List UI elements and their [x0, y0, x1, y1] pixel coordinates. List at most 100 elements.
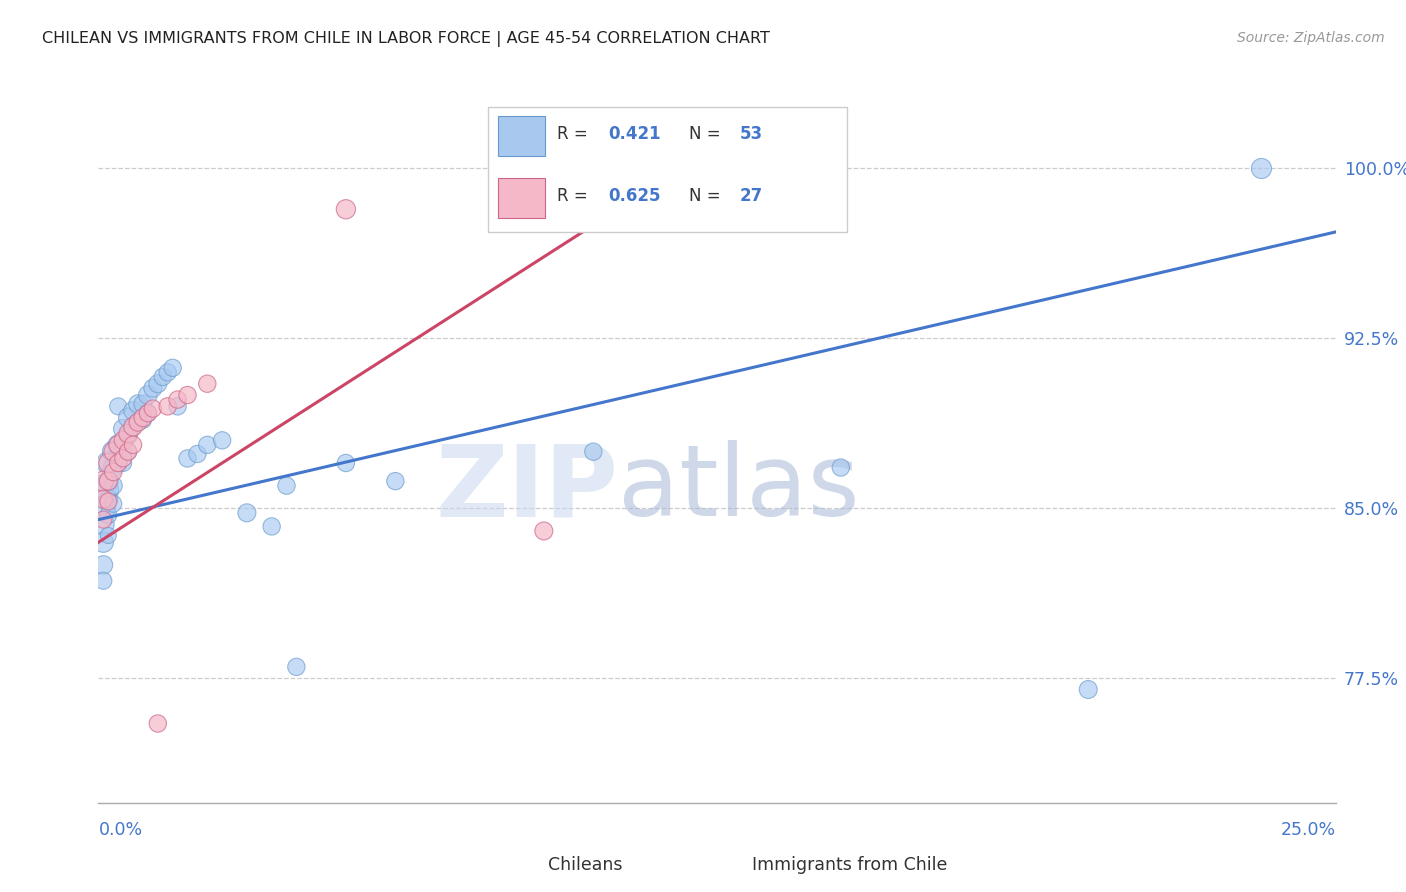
- Point: [142, 401, 165, 416]
- Point: [176, 388, 198, 402]
- Point: [93, 558, 115, 572]
- Point: [136, 406, 159, 420]
- Point: [117, 444, 139, 458]
- Point: [107, 438, 129, 452]
- Point: [97, 474, 120, 488]
- Text: 0.421: 0.421: [609, 125, 661, 143]
- Point: [136, 406, 159, 420]
- Point: [236, 506, 259, 520]
- Text: N =: N =: [689, 125, 725, 143]
- Text: Source: ZipAtlas.com: Source: ZipAtlas.com: [1237, 31, 1385, 45]
- Point: [136, 388, 159, 402]
- Point: [93, 574, 115, 588]
- Point: [335, 456, 357, 470]
- Point: [93, 535, 115, 549]
- Point: [107, 456, 129, 470]
- Point: [97, 492, 120, 507]
- Point: [830, 460, 852, 475]
- Point: [285, 660, 308, 674]
- Point: [132, 410, 155, 425]
- Point: [335, 202, 357, 217]
- Text: 27: 27: [740, 187, 762, 205]
- Text: N =: N =: [689, 187, 725, 205]
- Bar: [498, 116, 546, 155]
- Text: R =: R =: [557, 187, 593, 205]
- Bar: [704, 853, 742, 881]
- Point: [97, 494, 120, 508]
- Point: [103, 444, 125, 458]
- Point: [122, 419, 145, 434]
- Point: [103, 444, 125, 458]
- Point: [112, 440, 135, 454]
- Text: 0.625: 0.625: [609, 187, 661, 205]
- Point: [127, 415, 149, 429]
- Text: Chileans: Chileans: [547, 856, 621, 874]
- Point: [122, 438, 145, 452]
- Point: [93, 501, 115, 516]
- Point: [127, 397, 149, 411]
- Text: 53: 53: [740, 125, 762, 143]
- Point: [117, 426, 139, 441]
- Point: [93, 483, 115, 498]
- Point: [142, 381, 165, 395]
- Point: [107, 456, 129, 470]
- Text: 0.0%: 0.0%: [98, 821, 142, 838]
- Point: [97, 474, 120, 488]
- Point: [127, 415, 149, 429]
- Bar: [501, 853, 537, 881]
- Point: [162, 360, 184, 375]
- Point: [117, 410, 139, 425]
- Point: [533, 524, 555, 538]
- Point: [384, 474, 406, 488]
- Point: [97, 508, 120, 522]
- Text: atlas: atlas: [619, 441, 859, 537]
- Point: [132, 413, 155, 427]
- Point: [112, 456, 135, 470]
- Point: [117, 444, 139, 458]
- Point: [156, 365, 179, 379]
- Point: [1077, 682, 1099, 697]
- FancyBboxPatch shape: [488, 107, 846, 232]
- Point: [93, 517, 115, 532]
- Point: [146, 716, 169, 731]
- Point: [195, 438, 218, 452]
- Point: [97, 528, 120, 542]
- Point: [276, 478, 298, 492]
- Point: [117, 429, 139, 443]
- Point: [211, 434, 233, 448]
- Point: [112, 434, 135, 448]
- Text: Immigrants from Chile: Immigrants from Chile: [752, 856, 948, 874]
- Point: [166, 400, 188, 414]
- Point: [103, 478, 125, 492]
- Text: CHILEAN VS IMMIGRANTS FROM CHILE IN LABOR FORCE | AGE 45-54 CORRELATION CHART: CHILEAN VS IMMIGRANTS FROM CHILE IN LABO…: [42, 31, 770, 47]
- Text: ZIP: ZIP: [436, 441, 619, 537]
- Point: [103, 465, 125, 479]
- Point: [122, 419, 145, 434]
- Point: [97, 456, 120, 470]
- Point: [1250, 161, 1272, 176]
- Point: [93, 492, 115, 507]
- Point: [132, 397, 155, 411]
- Point: [103, 497, 125, 511]
- Point: [582, 444, 605, 458]
- Point: [146, 376, 169, 391]
- Point: [103, 460, 125, 475]
- Point: [97, 456, 120, 470]
- Point: [112, 451, 135, 466]
- Point: [166, 392, 188, 407]
- Point: [107, 400, 129, 414]
- Point: [93, 474, 115, 488]
- Point: [186, 447, 208, 461]
- Point: [176, 451, 198, 466]
- Text: R =: R =: [557, 125, 593, 143]
- Point: [112, 422, 135, 436]
- Text: 25.0%: 25.0%: [1281, 821, 1336, 838]
- Point: [152, 370, 174, 384]
- Point: [195, 376, 218, 391]
- Point: [107, 438, 129, 452]
- Point: [93, 513, 115, 527]
- Bar: [498, 178, 546, 218]
- Point: [156, 400, 179, 414]
- Point: [260, 519, 283, 533]
- Point: [122, 404, 145, 418]
